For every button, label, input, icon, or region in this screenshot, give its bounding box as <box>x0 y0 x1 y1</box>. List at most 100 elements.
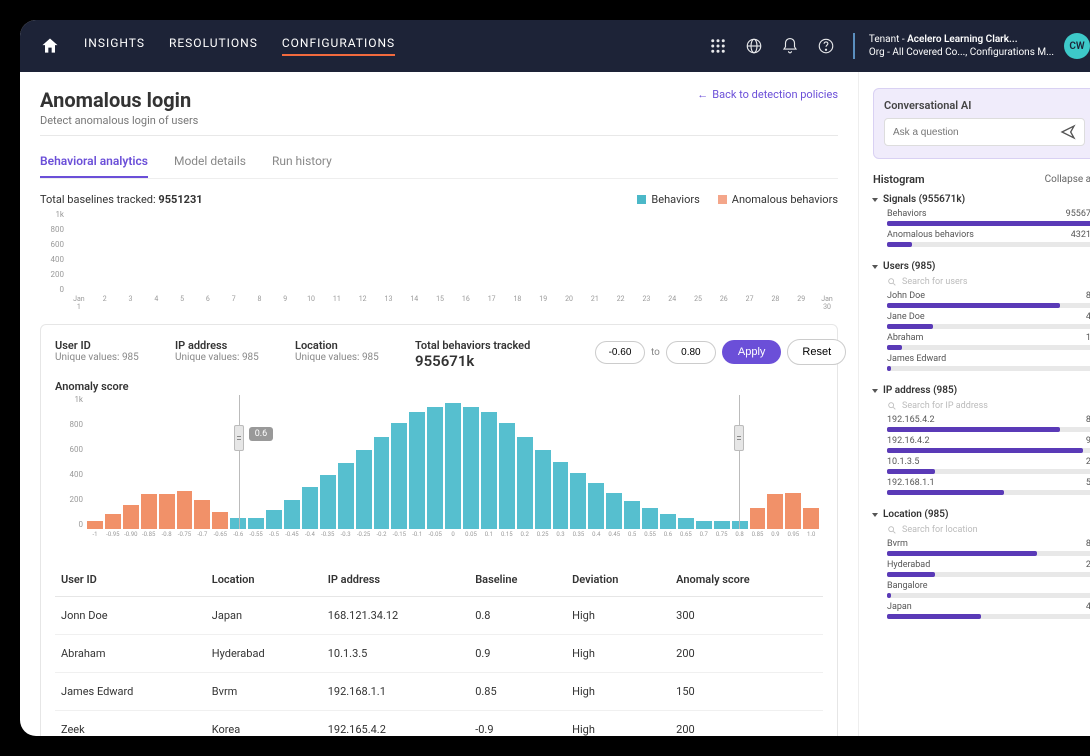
table-row[interactable]: James EdwardBvrm192.168.1.10.85High150 <box>55 673 823 711</box>
chart2-bar[interactable] <box>302 487 318 529</box>
chart2-bar[interactable] <box>284 500 300 529</box>
chart2-bar[interactable] <box>481 412 497 529</box>
table-col[interactable]: Location <box>206 563 322 597</box>
chart2-bar[interactable] <box>553 462 569 529</box>
hist-search[interactable]: Search for IP address <box>887 401 1090 411</box>
apps-icon[interactable] <box>709 37 727 55</box>
hist-group-head[interactable]: Signals (955671k) <box>873 194 1090 205</box>
chart2-bar[interactable] <box>409 412 425 529</box>
chart2-bar[interactable] <box>266 510 282 529</box>
chart2-bar[interactable] <box>499 423 515 529</box>
table-col[interactable]: User ID <box>55 563 206 597</box>
help-icon[interactable] <box>817 37 835 55</box>
hist-row[interactable]: Bvrm83 <box>887 539 1090 556</box>
chart2-bar[interactable] <box>785 493 801 529</box>
field-sub: Unique values: 985 <box>55 352 175 363</box>
chart2-bar[interactable] <box>320 475 336 529</box>
avatar[interactable]: CW <box>1064 33 1090 59</box>
hist-row[interactable]: Behaviors955671 <box>887 209 1090 226</box>
hist-row[interactable]: Abraham12 <box>887 333 1090 350</box>
chart2-bar[interactable] <box>87 521 103 529</box>
table-row[interactable]: ZeekKorea192.165.4.2-0.9High200 <box>55 711 823 737</box>
tenant-block[interactable]: Tenant - Acelero Learning Clark... Org -… <box>853 33 1090 59</box>
send-icon[interactable] <box>1060 124 1076 140</box>
slider-handle[interactable] <box>234 425 244 451</box>
chart2-bar[interactable] <box>642 508 658 529</box>
chart2-bar[interactable] <box>374 437 390 529</box>
hist-group-head[interactable]: IP address (985) <box>873 385 1090 396</box>
chart2-bar[interactable] <box>714 521 730 529</box>
chart2-bar[interactable] <box>696 521 712 529</box>
page-header: Anomalous login Detect anomalous login o… <box>40 88 838 136</box>
hist-row[interactable]: John Doe83 <box>887 291 1090 308</box>
home-icon[interactable] <box>40 36 60 56</box>
reset-button[interactable]: Reset <box>787 339 846 365</box>
conv-ai-input[interactable] <box>893 127 1060 138</box>
table-col[interactable]: Anomaly score <box>670 563 823 597</box>
sub-tab[interactable]: Run history <box>272 146 332 178</box>
sub-tab[interactable]: Behavioral analytics <box>40 146 148 178</box>
table-col[interactable]: Deviation <box>566 563 670 597</box>
nav-tab-insights[interactable]: INSIGHTS <box>84 36 145 56</box>
chart2-bar[interactable] <box>159 494 175 529</box>
hist-row[interactable]: 192.168.1.156 <box>887 478 1090 495</box>
slider-handle[interactable] <box>734 425 744 451</box>
range-high-input[interactable] <box>666 341 716 364</box>
chart2-bar[interactable] <box>678 518 694 529</box>
chart2-bar[interactable] <box>517 437 533 529</box>
chart2-bar[interactable] <box>123 505 139 529</box>
collapse-all[interactable]: Collapse all <box>1045 174 1090 185</box>
table-col[interactable]: IP address <box>322 563 469 597</box>
table-row[interactable]: Jonn DoeJapan168.121.34.120.8High300 <box>55 597 823 635</box>
chart2-bar[interactable] <box>463 407 479 529</box>
hist-row[interactable]: Jane Doe40 <box>887 312 1090 329</box>
chart2-bar[interactable] <box>750 508 766 529</box>
chart2-bar[interactable] <box>194 500 210 529</box>
sub-tab[interactable]: Model details <box>174 146 246 178</box>
hist-row[interactable]: 192.16.4.294 <box>887 436 1090 453</box>
hist-row[interactable]: Anomalous behaviors43212 <box>887 230 1090 247</box>
hist-row[interactable]: James Edward2 <box>887 354 1090 371</box>
back-link[interactable]: ← Back to detection policies <box>697 88 838 101</box>
legend-behaviors: Behaviors <box>637 193 699 206</box>
chart2-bar[interactable] <box>570 473 586 529</box>
chart2-bar[interactable] <box>212 512 228 529</box>
chart2-bar[interactable] <box>535 450 551 529</box>
hist-row[interactable]: 192.165.4.283 <box>887 415 1090 432</box>
hist-group: IP address (985) Search for IP address 192… <box>873 385 1090 495</box>
chart2-bar[interactable] <box>141 494 157 529</box>
apply-button[interactable]: Apply <box>722 340 782 364</box>
hist-group-head[interactable]: Location (985) <box>873 509 1090 520</box>
baselines-label: Total baselines tracked: <box>40 193 156 206</box>
tenant-prefix: Tenant - <box>869 34 907 45</box>
chart2-bar[interactable] <box>606 493 622 529</box>
chart2-bar[interactable] <box>356 450 372 529</box>
nav-tab-resolutions[interactable]: RESOLUTIONS <box>169 36 258 56</box>
table-col[interactable]: Baseline <box>469 563 566 597</box>
chart2-bar[interactable] <box>660 514 676 529</box>
hist-group-head[interactable]: Users (985) <box>873 261 1090 272</box>
hist-search[interactable]: Search for location <box>887 525 1090 535</box>
bell-icon[interactable] <box>781 37 799 55</box>
hist-row[interactable]: Hyderabad23 <box>887 560 1090 577</box>
chart2-bar[interactable] <box>338 463 354 529</box>
chart2-bar[interactable] <box>588 483 604 529</box>
chart2-bar[interactable] <box>427 407 443 529</box>
nav-tab-configurations[interactable]: CONFIGURATIONS <box>282 36 395 56</box>
chart2-yaxis: 02004006008001k <box>55 395 83 529</box>
globe-icon[interactable] <box>745 37 763 55</box>
chart2-bar[interactable] <box>105 514 121 529</box>
chart2-bar[interactable] <box>391 423 407 529</box>
table-row[interactable]: AbrahamHyderabad10.1.3.50.9High200 <box>55 635 823 673</box>
chart2-bar[interactable] <box>248 518 264 529</box>
hist-search[interactable]: Search for users <box>887 277 1090 287</box>
chart2-bar[interactable] <box>624 501 640 529</box>
hist-row[interactable]: Japan45 <box>887 602 1090 619</box>
chart2-bar[interactable] <box>767 494 783 529</box>
range-low-input[interactable] <box>595 341 645 364</box>
hist-row[interactable]: 10.1.3.523 <box>887 457 1090 474</box>
chart2-bar[interactable] <box>445 403 461 529</box>
chart2-bar[interactable] <box>177 491 193 529</box>
chart2-bar[interactable] <box>803 508 819 529</box>
hist-row[interactable]: Bangalore2 <box>887 581 1090 598</box>
